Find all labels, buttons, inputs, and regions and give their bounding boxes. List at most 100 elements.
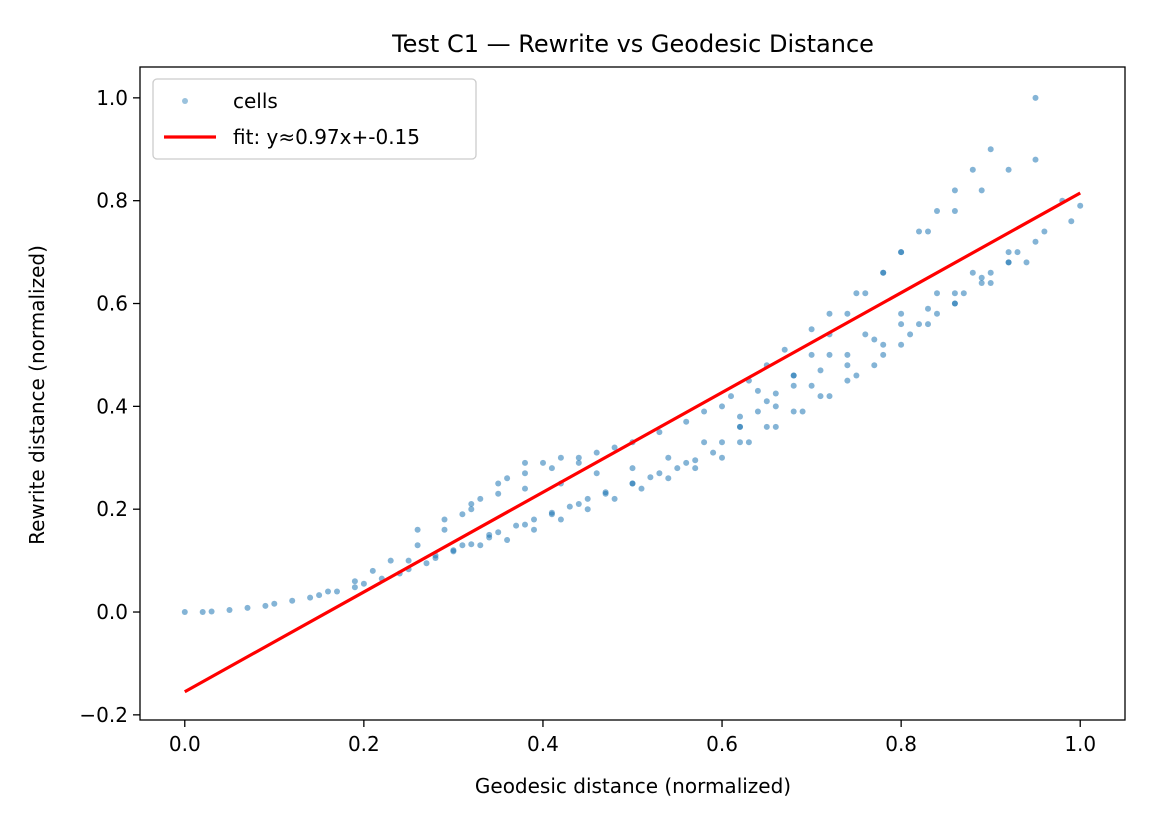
data-point <box>692 465 699 472</box>
data-point <box>208 608 215 615</box>
data-point <box>522 485 528 492</box>
data-point <box>951 290 958 297</box>
data-point <box>1068 218 1075 225</box>
data-point <box>459 542 466 549</box>
data-point <box>656 429 663 436</box>
data-point <box>199 609 206 615</box>
data-point <box>844 310 851 317</box>
data-point <box>1032 238 1039 245</box>
data-point <box>898 321 905 328</box>
data-point <box>790 382 797 389</box>
data-point <box>414 526 421 533</box>
data-point <box>978 274 985 281</box>
data-point <box>441 516 448 523</box>
data-point <box>1077 202 1084 209</box>
data-point <box>602 490 609 497</box>
data-point <box>360 580 367 587</box>
legend-marker-cells <box>182 98 188 104</box>
data-point <box>808 382 815 389</box>
x-tick-label: 1.0 <box>1064 732 1096 756</box>
fit-line-group <box>183 191 1082 694</box>
data-point <box>557 454 564 461</box>
data-point <box>987 280 994 286</box>
data-point <box>880 269 887 276</box>
data-point <box>710 449 717 456</box>
data-point <box>969 269 976 276</box>
y-axis-ticks: −0.2 0.0 0.2 0.4 0.6 0.8 1.0 <box>79 86 140 727</box>
data-point <box>450 547 457 554</box>
data-point <box>934 208 940 214</box>
data-point <box>844 377 851 384</box>
data-point <box>262 602 269 609</box>
y-tick-label: 0.4 <box>96 394 128 418</box>
data-point <box>925 321 931 328</box>
data-point <box>459 511 466 518</box>
data-point <box>987 146 994 153</box>
data-point <box>665 454 672 461</box>
data-point <box>468 541 475 548</box>
data-point <box>790 408 797 415</box>
data-point <box>925 305 931 312</box>
data-point <box>289 597 296 604</box>
x-axis-ticks: 0.0 0.2 0.4 0.6 0.8 1.0 <box>169 720 1096 756</box>
y-tick-label: −0.2 <box>79 703 128 727</box>
data-point <box>557 516 564 523</box>
data-point <box>611 495 618 502</box>
data-point <box>1005 166 1012 173</box>
data-point <box>826 393 833 400</box>
data-point <box>351 584 358 591</box>
data-point <box>934 310 940 317</box>
data-point <box>531 526 537 533</box>
x-tick-label: 0.8 <box>885 732 917 756</box>
data-point <box>593 470 600 477</box>
data-point <box>468 501 475 507</box>
data-point <box>701 439 708 446</box>
data-point <box>692 457 699 464</box>
data-point <box>772 390 779 397</box>
data-point <box>495 490 502 497</box>
data-point <box>898 249 905 256</box>
legend-frame <box>152 78 477 160</box>
data-point <box>934 290 940 297</box>
data-point <box>781 346 788 353</box>
y-axis-label: Rewrite distance (normalized) <box>25 245 49 545</box>
data-point <box>683 418 690 425</box>
data-point <box>504 537 511 543</box>
data-point <box>629 465 636 472</box>
data-point <box>862 290 869 297</box>
data-point <box>1023 259 1030 266</box>
data-point <box>978 187 985 194</box>
data-point <box>1005 249 1012 256</box>
y-tick-label: 1.0 <box>96 86 128 110</box>
data-point <box>674 465 681 472</box>
data-point <box>495 480 502 487</box>
data-point <box>1005 259 1012 266</box>
data-point <box>334 588 340 595</box>
data-point <box>181 609 188 615</box>
data-point <box>880 351 887 358</box>
data-point <box>898 310 905 317</box>
legend: cells fit: y≈0.97x+-0.15 <box>152 78 477 160</box>
data-point <box>951 300 958 307</box>
plot-frame <box>139 66 1126 721</box>
data-point <box>853 290 860 297</box>
data-point <box>513 522 520 529</box>
data-point <box>763 423 770 430</box>
data-point <box>862 331 869 338</box>
data-point <box>763 398 770 405</box>
data-point <box>737 439 743 446</box>
data-point <box>969 166 976 173</box>
data-point <box>522 470 528 477</box>
data-point <box>916 321 922 328</box>
data-point <box>584 506 591 513</box>
data-point <box>369 567 376 574</box>
data-point <box>719 454 725 461</box>
data-point <box>316 592 323 599</box>
data-point <box>647 474 654 481</box>
data-point <box>531 516 537 523</box>
data-point <box>737 413 743 420</box>
data-point <box>701 408 708 415</box>
data-point <box>844 351 851 358</box>
data-point <box>728 393 734 400</box>
